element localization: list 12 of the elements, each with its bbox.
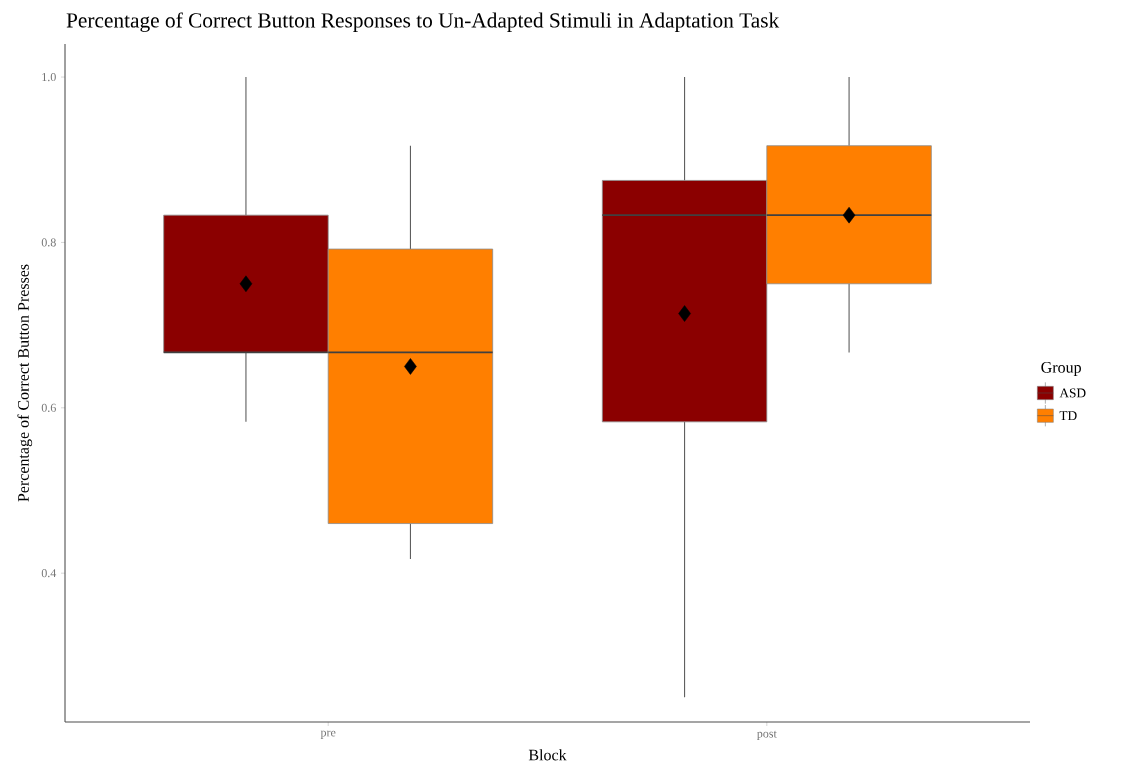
y-axis-title: Percentage of Correct Button Presses — [17, 264, 33, 502]
legend-title: Group — [1041, 361, 1081, 376]
y-tick-label: 1.0 — [42, 72, 56, 82]
x-tick-label: pre — [320, 730, 336, 739]
x-axis-title: Block — [528, 749, 567, 761]
y-tick-label: 0.4 — [41, 569, 57, 578]
y-tick-label: 0.8 — [41, 238, 56, 247]
legend-label: ASD — [1059, 388, 1086, 398]
legend-label: TD — [1059, 411, 1077, 421]
y-tick-label: 0.6 — [41, 403, 56, 412]
chart-title: Percentage of Correct Button Responses to Un-Adapted Stimuli in Adaptation Task — [66, 12, 780, 32]
x-tick-label: post — [757, 730, 777, 741]
